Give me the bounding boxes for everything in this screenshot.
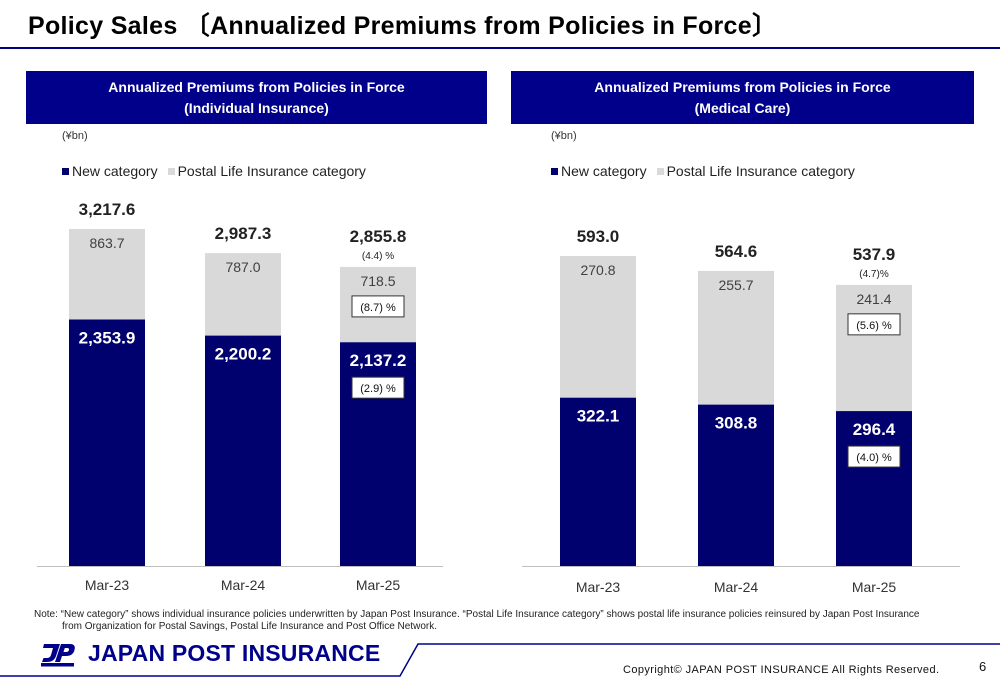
postal-change-label: (8.7) % bbox=[360, 302, 396, 314]
legend-swatch-new bbox=[551, 167, 558, 175]
data-label-total: 593.0 bbox=[577, 227, 620, 246]
jp-logo-icon bbox=[41, 643, 75, 666]
page-title: Policy Sales 〔Annualized Premiums from P… bbox=[28, 12, 778, 40]
total-change-label: (4.4) % bbox=[362, 251, 394, 262]
new-change-box bbox=[351, 376, 405, 399]
data-label-new: 308.8 bbox=[715, 414, 758, 433]
category-label: Mar-23 bbox=[576, 579, 621, 595]
new-change-label: (4.0) % bbox=[856, 452, 892, 464]
legend-individual: New category Postal Life Insurance categ… bbox=[62, 163, 366, 179]
bar-new-category bbox=[698, 404, 774, 566]
page-number: 6 bbox=[979, 659, 987, 674]
copyright: Copyright© JAPAN POST INSURANCE All Righ… bbox=[623, 664, 940, 676]
data-label-postal: 270.8 bbox=[580, 262, 615, 278]
data-label-total: 2,855.8 bbox=[350, 227, 407, 246]
data-label-new: 296.4 bbox=[853, 420, 896, 439]
chart-title: Annualized Premiums from Policies in For… bbox=[594, 78, 891, 95]
footer-rule bbox=[0, 643, 1000, 677]
data-label-total: 2,987.3 bbox=[215, 224, 272, 243]
postal-change-box bbox=[847, 313, 901, 336]
data-label-total: 3,217.6 bbox=[79, 200, 136, 219]
legend-swatch-postal bbox=[167, 167, 175, 175]
chart-header-medical: Annualized Premiums from Policies in For… bbox=[511, 71, 974, 124]
data-label-total: 564.6 bbox=[715, 242, 758, 261]
bar-postal-category bbox=[560, 256, 636, 398]
category-label: Mar-25 bbox=[852, 579, 897, 595]
title-divider bbox=[0, 47, 1000, 49]
category-label: Mar-24 bbox=[714, 579, 759, 595]
legend-swatch-new bbox=[62, 167, 69, 175]
data-label-postal: 718.5 bbox=[360, 273, 395, 289]
legend-medical: New category Postal Life Insurance categ… bbox=[551, 163, 855, 179]
footnote-line-2: from Organization for Postal Savings, Po… bbox=[62, 621, 437, 632]
data-label-total: 537.9 bbox=[853, 245, 896, 264]
bar-postal-category bbox=[69, 229, 145, 320]
chart-header-individual: Annualized Premiums from Policies in For… bbox=[26, 71, 487, 124]
bar-postal-category bbox=[205, 253, 281, 336]
bar-new-category bbox=[836, 411, 912, 566]
category-label: Mar-24 bbox=[221, 577, 266, 593]
postal-change-box bbox=[351, 295, 405, 318]
legend-label-postal: Postal Life Insurance category bbox=[177, 163, 366, 179]
bar-new-category bbox=[560, 397, 636, 566]
legend-swatch-postal bbox=[656, 167, 664, 175]
data-label-postal: 255.7 bbox=[718, 277, 753, 293]
unit-label: (¥bn) bbox=[62, 130, 88, 142]
company-logo: JAPAN POST INSURANCE bbox=[40, 640, 380, 667]
chart-subtitle: (Medical Care) bbox=[694, 99, 791, 116]
bar-postal-category bbox=[698, 270, 774, 405]
legend-label-new: New category bbox=[561, 163, 647, 179]
bar-new-category bbox=[69, 319, 145, 566]
data-label-new: 2,353.9 bbox=[79, 328, 136, 347]
category-label: Mar-25 bbox=[356, 577, 401, 593]
unit-label: (¥bn) bbox=[551, 130, 577, 142]
postal-change-label: (5.6) % bbox=[856, 320, 892, 332]
data-label-new: 2,200.2 bbox=[215, 345, 272, 364]
data-label-postal: 787.0 bbox=[225, 259, 260, 275]
logo-text: JAPAN POST INSURANCE bbox=[88, 640, 381, 666]
new-change-box bbox=[847, 445, 901, 468]
category-label: Mar-23 bbox=[85, 577, 130, 593]
legend-label-postal: Postal Life Insurance category bbox=[666, 163, 855, 179]
data-label-postal: 863.7 bbox=[89, 235, 124, 251]
new-change-label: (2.9) % bbox=[360, 383, 396, 395]
legend-label-new: New category bbox=[72, 163, 158, 179]
total-change-label: (4.7)% bbox=[859, 269, 889, 280]
data-label-new: 322.1 bbox=[577, 407, 620, 426]
footnote-line-1: Note: “New category” shows individual in… bbox=[34, 609, 920, 620]
data-label-postal: 241.4 bbox=[856, 291, 891, 307]
bar-new-category bbox=[205, 335, 281, 566]
footnote: Note: “New category” shows individual in… bbox=[34, 609, 964, 633]
bar-new-category bbox=[340, 342, 416, 566]
data-label-new: 2,137.2 bbox=[350, 351, 407, 370]
bar-postal-category bbox=[836, 284, 912, 412]
chart-subtitle: (Individual Insurance) bbox=[184, 99, 329, 116]
chart-title: Annualized Premiums from Policies in For… bbox=[108, 78, 405, 95]
